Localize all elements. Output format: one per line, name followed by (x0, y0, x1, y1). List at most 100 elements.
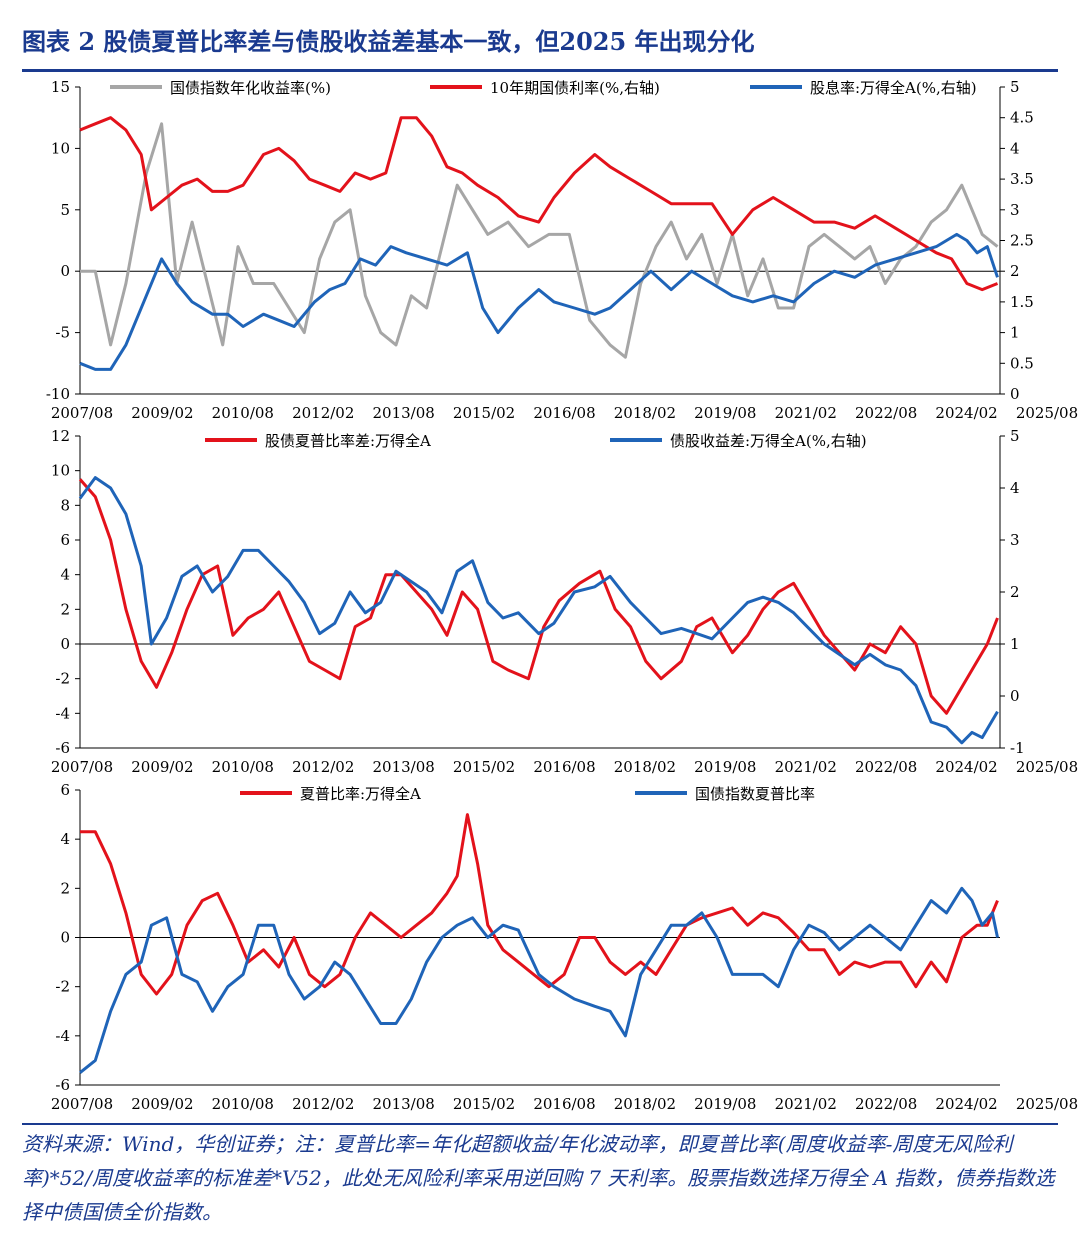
x-tick-label: 2016/08 (533, 404, 595, 422)
left-tick-label: -10 (46, 385, 70, 403)
left-tick-label: -4 (55, 704, 70, 722)
left-tick-label: 10 (51, 139, 70, 157)
x-tick-label: 2024/02 (935, 1095, 997, 1113)
x-tick-label: 2010/08 (212, 1095, 274, 1113)
series-line (80, 122, 999, 359)
legend-label: 国债指数年化收益率(%) (170, 79, 331, 97)
left-tick-label: 8 (60, 496, 70, 514)
left-tick-label: 2 (60, 600, 70, 618)
left-tick-label: -4 (55, 1027, 70, 1045)
right-tick-label: 1 (1010, 324, 1020, 342)
x-tick-label: 2012/02 (292, 404, 354, 422)
left-tick-label: -6 (55, 739, 70, 757)
left-tick-label: 2 (60, 879, 70, 897)
left-tick-label: 5 (60, 201, 70, 219)
left-tick-label: 10 (51, 462, 70, 480)
x-tick-label: 2019/08 (694, 758, 756, 776)
left-tick-label: -5 (55, 324, 70, 342)
x-tick-label: 2010/08 (212, 404, 274, 422)
left-tick-label: 0 (60, 635, 70, 653)
legend-label: 国债指数夏普比率 (695, 785, 815, 803)
right-tick-label: 4.5 (1010, 109, 1034, 127)
x-tick-label: 2009/02 (131, 404, 193, 422)
x-tick-label: 2022/08 (855, 758, 917, 776)
x-tick-label: 2025/08 (1016, 758, 1078, 776)
x-tick-label: 2021/02 (775, 404, 837, 422)
x-tick-label: 2010/08 (212, 758, 274, 776)
left-tick-label: 0 (60, 929, 70, 947)
legend-label: 10年期国债利率(%,右轴) (490, 79, 660, 97)
x-tick-label: 2013/08 (373, 758, 435, 776)
source-note: 资料来源：Wind，华创证券；注：夏普比率=年化超额收益/年化波动率，即夏普比率… (22, 1132, 1055, 1224)
series-line (80, 813, 999, 996)
legend-label: 债股收益差:万得全A(%,右轴) (670, 432, 867, 450)
x-tick-label: 2025/08 (1016, 404, 1078, 422)
x-tick-label: 2009/02 (131, 1095, 193, 1113)
right-tick-label: 0 (1010, 687, 1020, 705)
x-tick-label: 2009/02 (131, 758, 193, 776)
left-tick-label: 6 (60, 781, 70, 799)
series-line (78, 476, 999, 745)
right-tick-label: 4 (1010, 139, 1020, 157)
series-line (78, 478, 999, 715)
left-tick-label: 6 (60, 531, 70, 549)
left-tick-label: 4 (60, 566, 70, 584)
right-tick-label: 2 (1010, 262, 1020, 280)
right-tick-label: 2.5 (1010, 232, 1034, 250)
chart-3: -6 -4 -2 0 2 4 6 2007/08 2009/02 2010/08 2012/02 20… (51, 781, 1078, 1113)
x-tick-label: 2012/02 (292, 1095, 354, 1113)
figure-title: 图表 2 股债夏普比率差与债股收益差基本一致，但2025 年出现分化 (22, 27, 755, 56)
x-tick-label: 2013/08 (373, 404, 435, 422)
x-tick-label: 2016/08 (533, 758, 595, 776)
left-tick-label: -2 (55, 978, 70, 996)
legend-label: 夏普比率:万得全A (300, 785, 421, 803)
x-tick-label: 2007/08 (51, 758, 113, 776)
right-tick-label: -1 (1010, 739, 1025, 757)
left-tick-label: 15 (51, 78, 70, 96)
x-tick-label: 2024/02 (935, 758, 997, 776)
source-rule (22, 1123, 1058, 1125)
x-tick-label: 2021/02 (775, 1095, 837, 1113)
x-tick-label: 2007/08 (51, 1095, 113, 1113)
x-tick-label: 2015/02 (453, 758, 515, 776)
title-rule (22, 69, 1058, 72)
x-tick-label: 2021/02 (775, 758, 837, 776)
x-tick-label: 2012/02 (292, 758, 354, 776)
left-tick-label: 0 (60, 262, 70, 280)
series-line (79, 886, 999, 1074)
legend-label: 股债夏普比率差:万得全A (265, 432, 431, 450)
x-tick-label: 2018/02 (614, 758, 676, 776)
series-line (79, 232, 999, 371)
x-tick-label: 2007/08 (51, 404, 113, 422)
x-tick-label: 2015/02 (453, 404, 515, 422)
right-tick-label: 5 (1010, 78, 1020, 96)
x-tick-label: 2022/08 (855, 1095, 917, 1113)
legend-label: 股息率:万得全A(%,右轴) (810, 79, 977, 97)
x-tick-label: 2019/08 (694, 404, 756, 422)
chart-1: -10 -5 0 5 10 15 0 0.5 1 1.5 2 2.5 3 3.5 4 4.5 5 2007/08 2… (46, 78, 1078, 422)
left-tick-label: 12 (51, 427, 70, 445)
right-tick-label: 5 (1010, 427, 1020, 445)
x-tick-label: 2018/02 (614, 404, 676, 422)
x-tick-label: 2025/08 (1016, 1095, 1078, 1113)
right-tick-label: 1 (1010, 635, 1020, 653)
x-tick-label: 2024/02 (935, 404, 997, 422)
series-line (79, 116, 999, 292)
left-tick-label: -6 (55, 1076, 70, 1094)
x-tick-label: 2018/02 (614, 1095, 676, 1113)
right-tick-label: 0 (1010, 385, 1020, 403)
right-tick-label: 0.5 (1010, 354, 1034, 372)
x-tick-label: 2013/08 (373, 1095, 435, 1113)
x-tick-label: 2022/08 (855, 404, 917, 422)
x-tick-label: 2015/02 (453, 1095, 515, 1113)
left-tick-label: 4 (60, 830, 70, 848)
x-tick-label: 2019/08 (694, 1095, 756, 1113)
x-tick-label: 2016/08 (533, 1095, 595, 1113)
right-tick-label: 4 (1010, 479, 1020, 497)
left-tick-label: -2 (55, 670, 70, 688)
right-tick-label: 3 (1010, 201, 1020, 219)
right-tick-label: 2 (1010, 583, 1020, 601)
right-tick-label: 1.5 (1010, 293, 1034, 311)
